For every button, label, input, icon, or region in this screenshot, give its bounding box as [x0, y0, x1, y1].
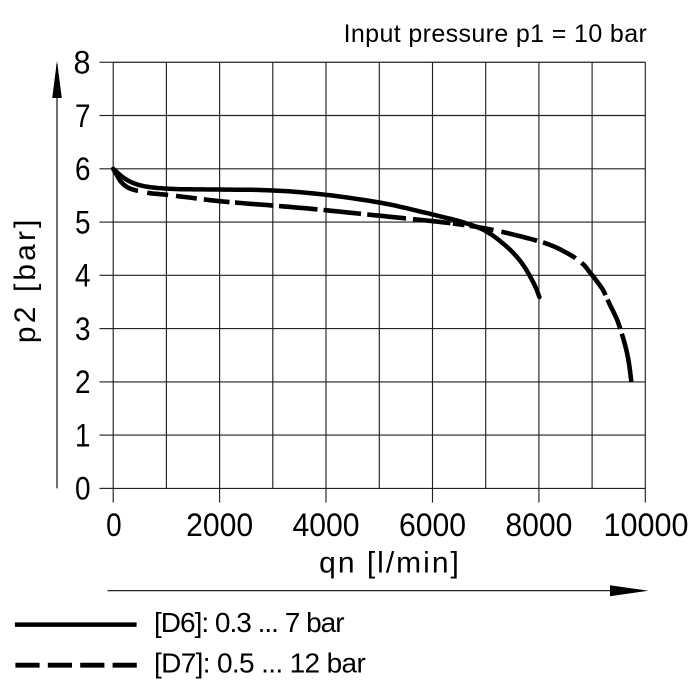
- svg-text:8: 8: [74, 45, 91, 81]
- svg-text:Input pressure p1 = 10 bar: Input pressure p1 = 10 bar: [344, 20, 648, 48]
- svg-text:1: 1: [75, 417, 91, 453]
- svg-text:10000: 10000: [604, 507, 689, 543]
- svg-text:4: 4: [75, 258, 91, 294]
- svg-text:7: 7: [75, 98, 91, 134]
- svg-text:6000: 6000: [399, 507, 466, 543]
- svg-text:5: 5: [75, 204, 91, 240]
- svg-text:8000: 8000: [505, 507, 572, 543]
- svg-text:3: 3: [75, 311, 91, 347]
- svg-text:2: 2: [75, 364, 91, 400]
- svg-text:qn [l/min]: qn [l/min]: [319, 547, 461, 580]
- svg-text:0: 0: [106, 507, 122, 543]
- svg-text:p2 [bar]: p2 [bar]: [9, 217, 42, 344]
- svg-text:0: 0: [75, 471, 91, 507]
- svg-text:[D7]: 0.5 ... 12 bar: [D7]: 0.5 ... 12 bar: [154, 647, 365, 678]
- svg-text:[D6]: 0.3 ... 7 bar: [D6]: 0.3 ... 7 bar: [154, 607, 344, 638]
- svg-text:6: 6: [75, 151, 91, 187]
- svg-text:2000: 2000: [186, 507, 253, 543]
- svg-text:4000: 4000: [293, 507, 360, 543]
